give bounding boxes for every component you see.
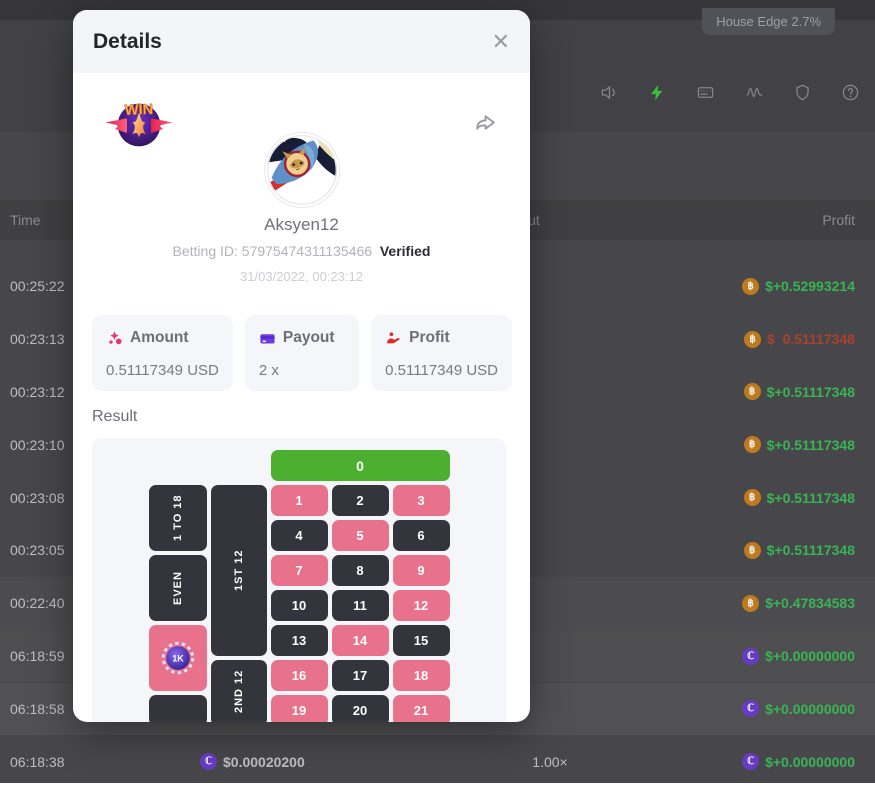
svg-text:1K: 1K xyxy=(172,653,184,663)
